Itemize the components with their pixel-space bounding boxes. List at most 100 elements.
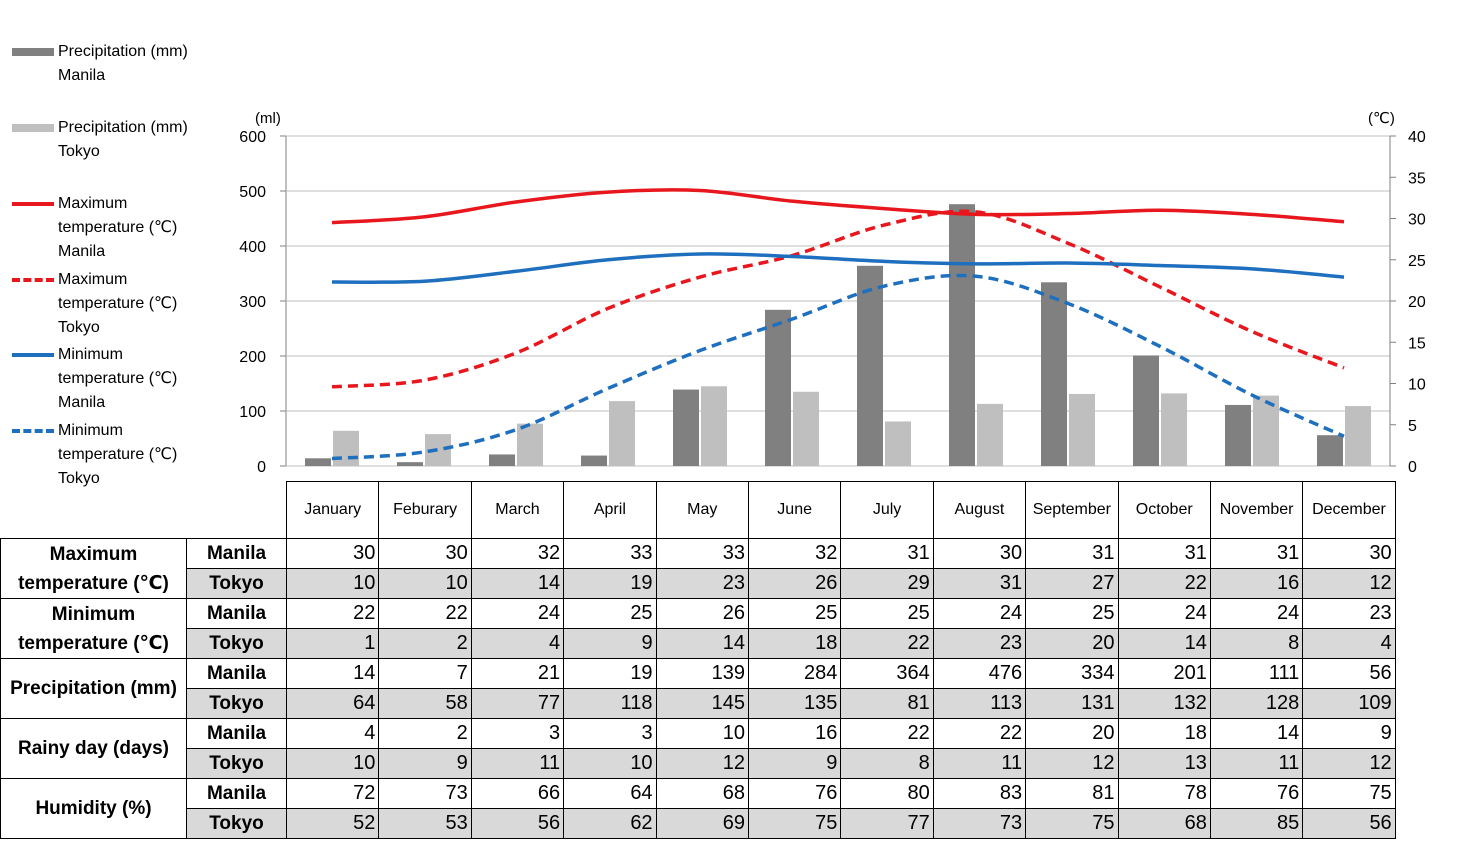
data-table-wrapper: January Feburary March April May June July Augu… <box>0 481 1396 839</box>
city-label: Tokyo <box>186 688 287 719</box>
table-cell: 13 <box>1117 748 1211 779</box>
table-cell: 22 <box>932 718 1027 749</box>
city-label: Tokyo <box>186 628 287 659</box>
table-cell: 66 <box>470 778 565 809</box>
table-cell: 18 <box>1117 718 1211 749</box>
bar <box>857 265 883 466</box>
city-label: Tokyo <box>186 568 287 599</box>
month-header: October <box>1117 481 1211 539</box>
metric-label: Precipitation (mm) <box>0 658 187 719</box>
table-cell: 11 <box>1209 748 1304 779</box>
table-cell: 22 <box>378 598 472 629</box>
axes: 0 100 200 300 400 500 600 0 5 10 15 20 25 30 35 40 (ml) (… <box>239 110 1426 476</box>
city-label: Manila <box>186 598 287 629</box>
table-cell: 4 <box>1302 628 1396 659</box>
table-cell: 76 <box>1209 778 1304 809</box>
right-axis-tick-label: 30 <box>1408 212 1426 229</box>
table-cell: 16 <box>747 718 842 749</box>
right-axis-tick-label: 25 <box>1408 253 1426 270</box>
right-axis-tick-label: 20 <box>1408 294 1426 311</box>
table-cell: 128 <box>1209 688 1304 719</box>
table-cell: 364 <box>840 658 934 689</box>
table-cell: 62 <box>563 808 657 839</box>
bar <box>609 401 635 466</box>
bar <box>489 454 515 466</box>
right-axis-tick-label: 15 <box>1408 335 1426 352</box>
table-row: Rainy day (days) Manila 4 2 3 3 10 16 22 22 20 18 14… <box>0 718 1396 779</box>
legend-label: Precipitation (mm) Manila <box>58 43 188 84</box>
month-header: September <box>1025 481 1119 539</box>
left-axis-tick-label: 300 <box>239 294 266 311</box>
table-cell: 24 <box>1117 598 1211 629</box>
right-axis-tick-label: 40 <box>1408 129 1426 146</box>
table-cell: 19 <box>563 568 657 599</box>
legend-label: Maximum temperature (℃) Manila <box>58 195 178 260</box>
table-cell: 30 <box>932 538 1027 569</box>
table-row: Tokyo 10 10 14 19 23 26 29 31 27 22 16 12 <box>1 568 1396 599</box>
table-cell: 284 <box>747 658 842 689</box>
table-cell: 10 <box>563 748 657 779</box>
table-cell: 30 <box>1302 538 1396 569</box>
temperature-lines <box>331 188 1345 461</box>
bar <box>1253 395 1279 466</box>
table-cell: 77 <box>840 808 934 839</box>
metric-label: Humidity (%) <box>0 778 187 839</box>
table-cell: 21 <box>470 658 565 689</box>
table-cell: 12 <box>1302 748 1396 779</box>
table-cell: 109 <box>1302 688 1396 719</box>
table-cell: 9 <box>747 748 842 779</box>
city-label: Manila <box>186 718 287 749</box>
bar <box>1317 435 1343 466</box>
legend-label: Minimum temperature (℃) Manila <box>58 346 178 411</box>
table-cell: 10 <box>378 568 472 599</box>
table-cell: 31 <box>1025 538 1119 569</box>
table-cell: 111 <box>1209 658 1304 689</box>
table-cell: 20 <box>1025 718 1119 749</box>
table-cell: 56 <box>1302 658 1396 689</box>
table-cell: 53 <box>378 808 472 839</box>
table-cell: 11 <box>470 748 565 779</box>
city-label: Manila <box>186 658 287 689</box>
table-cell: 31 <box>1209 538 1304 569</box>
month-header: April <box>563 481 657 539</box>
table-cell: 31 <box>1117 538 1211 569</box>
table-cell: 77 <box>470 688 565 719</box>
legend-bar-swatch <box>12 124 54 132</box>
table-cell: 72 <box>285 778 380 809</box>
bar <box>673 389 699 466</box>
legend-label: Maximum temperature (℃) Tokyo <box>58 271 178 336</box>
bar <box>517 423 543 466</box>
blank-cell <box>1 482 287 539</box>
table-cell: 26 <box>747 568 842 599</box>
metric-label: Minimum temperature (℃) <box>0 598 187 659</box>
table-cell: 8 <box>1209 628 1304 659</box>
data-table: January Feburary March April May June July Augu… <box>0 481 1396 839</box>
table-cell: 132 <box>1117 688 1211 719</box>
right-axis-tick-label: 5 <box>1408 418 1417 435</box>
month-header: August <box>932 481 1027 539</box>
table-row: Maximum temperature (℃) Manila 30 30 32 33 33 3… <box>0 538 1396 599</box>
table-cell: 85 <box>1209 808 1304 839</box>
table-cell: 64 <box>563 778 657 809</box>
left-axis-tick-label: 0 <box>257 459 266 476</box>
table-cell: 30 <box>285 538 380 569</box>
legend-line-swatch <box>12 278 54 282</box>
table-cell: 23 <box>932 628 1027 659</box>
table-cell: 14 <box>1117 628 1211 659</box>
table-row: Minimum temperature (℃) Manila 22 22 24 25 26 2… <box>0 598 1396 659</box>
gridlines <box>285 135 1391 467</box>
dashed-temperature-line <box>331 209 1345 389</box>
table-cell: 12 <box>1302 568 1396 599</box>
month-header: March <box>470 481 565 539</box>
table-row: Tokyo 64 58 77 118 145 135 81 113 131 132 128 109 <box>1 688 1396 719</box>
table-cell: 22 <box>285 598 380 629</box>
table-cell: 23 <box>655 568 749 599</box>
table-row: Tokyo 10 9 11 10 12 9 8 11 12 13 11 12 <box>1 748 1396 779</box>
table-cell: 14 <box>1209 718 1304 749</box>
table-cell: 135 <box>747 688 842 719</box>
right-axis-unit: (℃) <box>1368 110 1395 127</box>
city-label: Tokyo <box>186 748 287 779</box>
table-cell: 29 <box>840 568 934 599</box>
legend-line-swatch <box>12 429 54 433</box>
legend-line-swatch <box>12 202 54 206</box>
